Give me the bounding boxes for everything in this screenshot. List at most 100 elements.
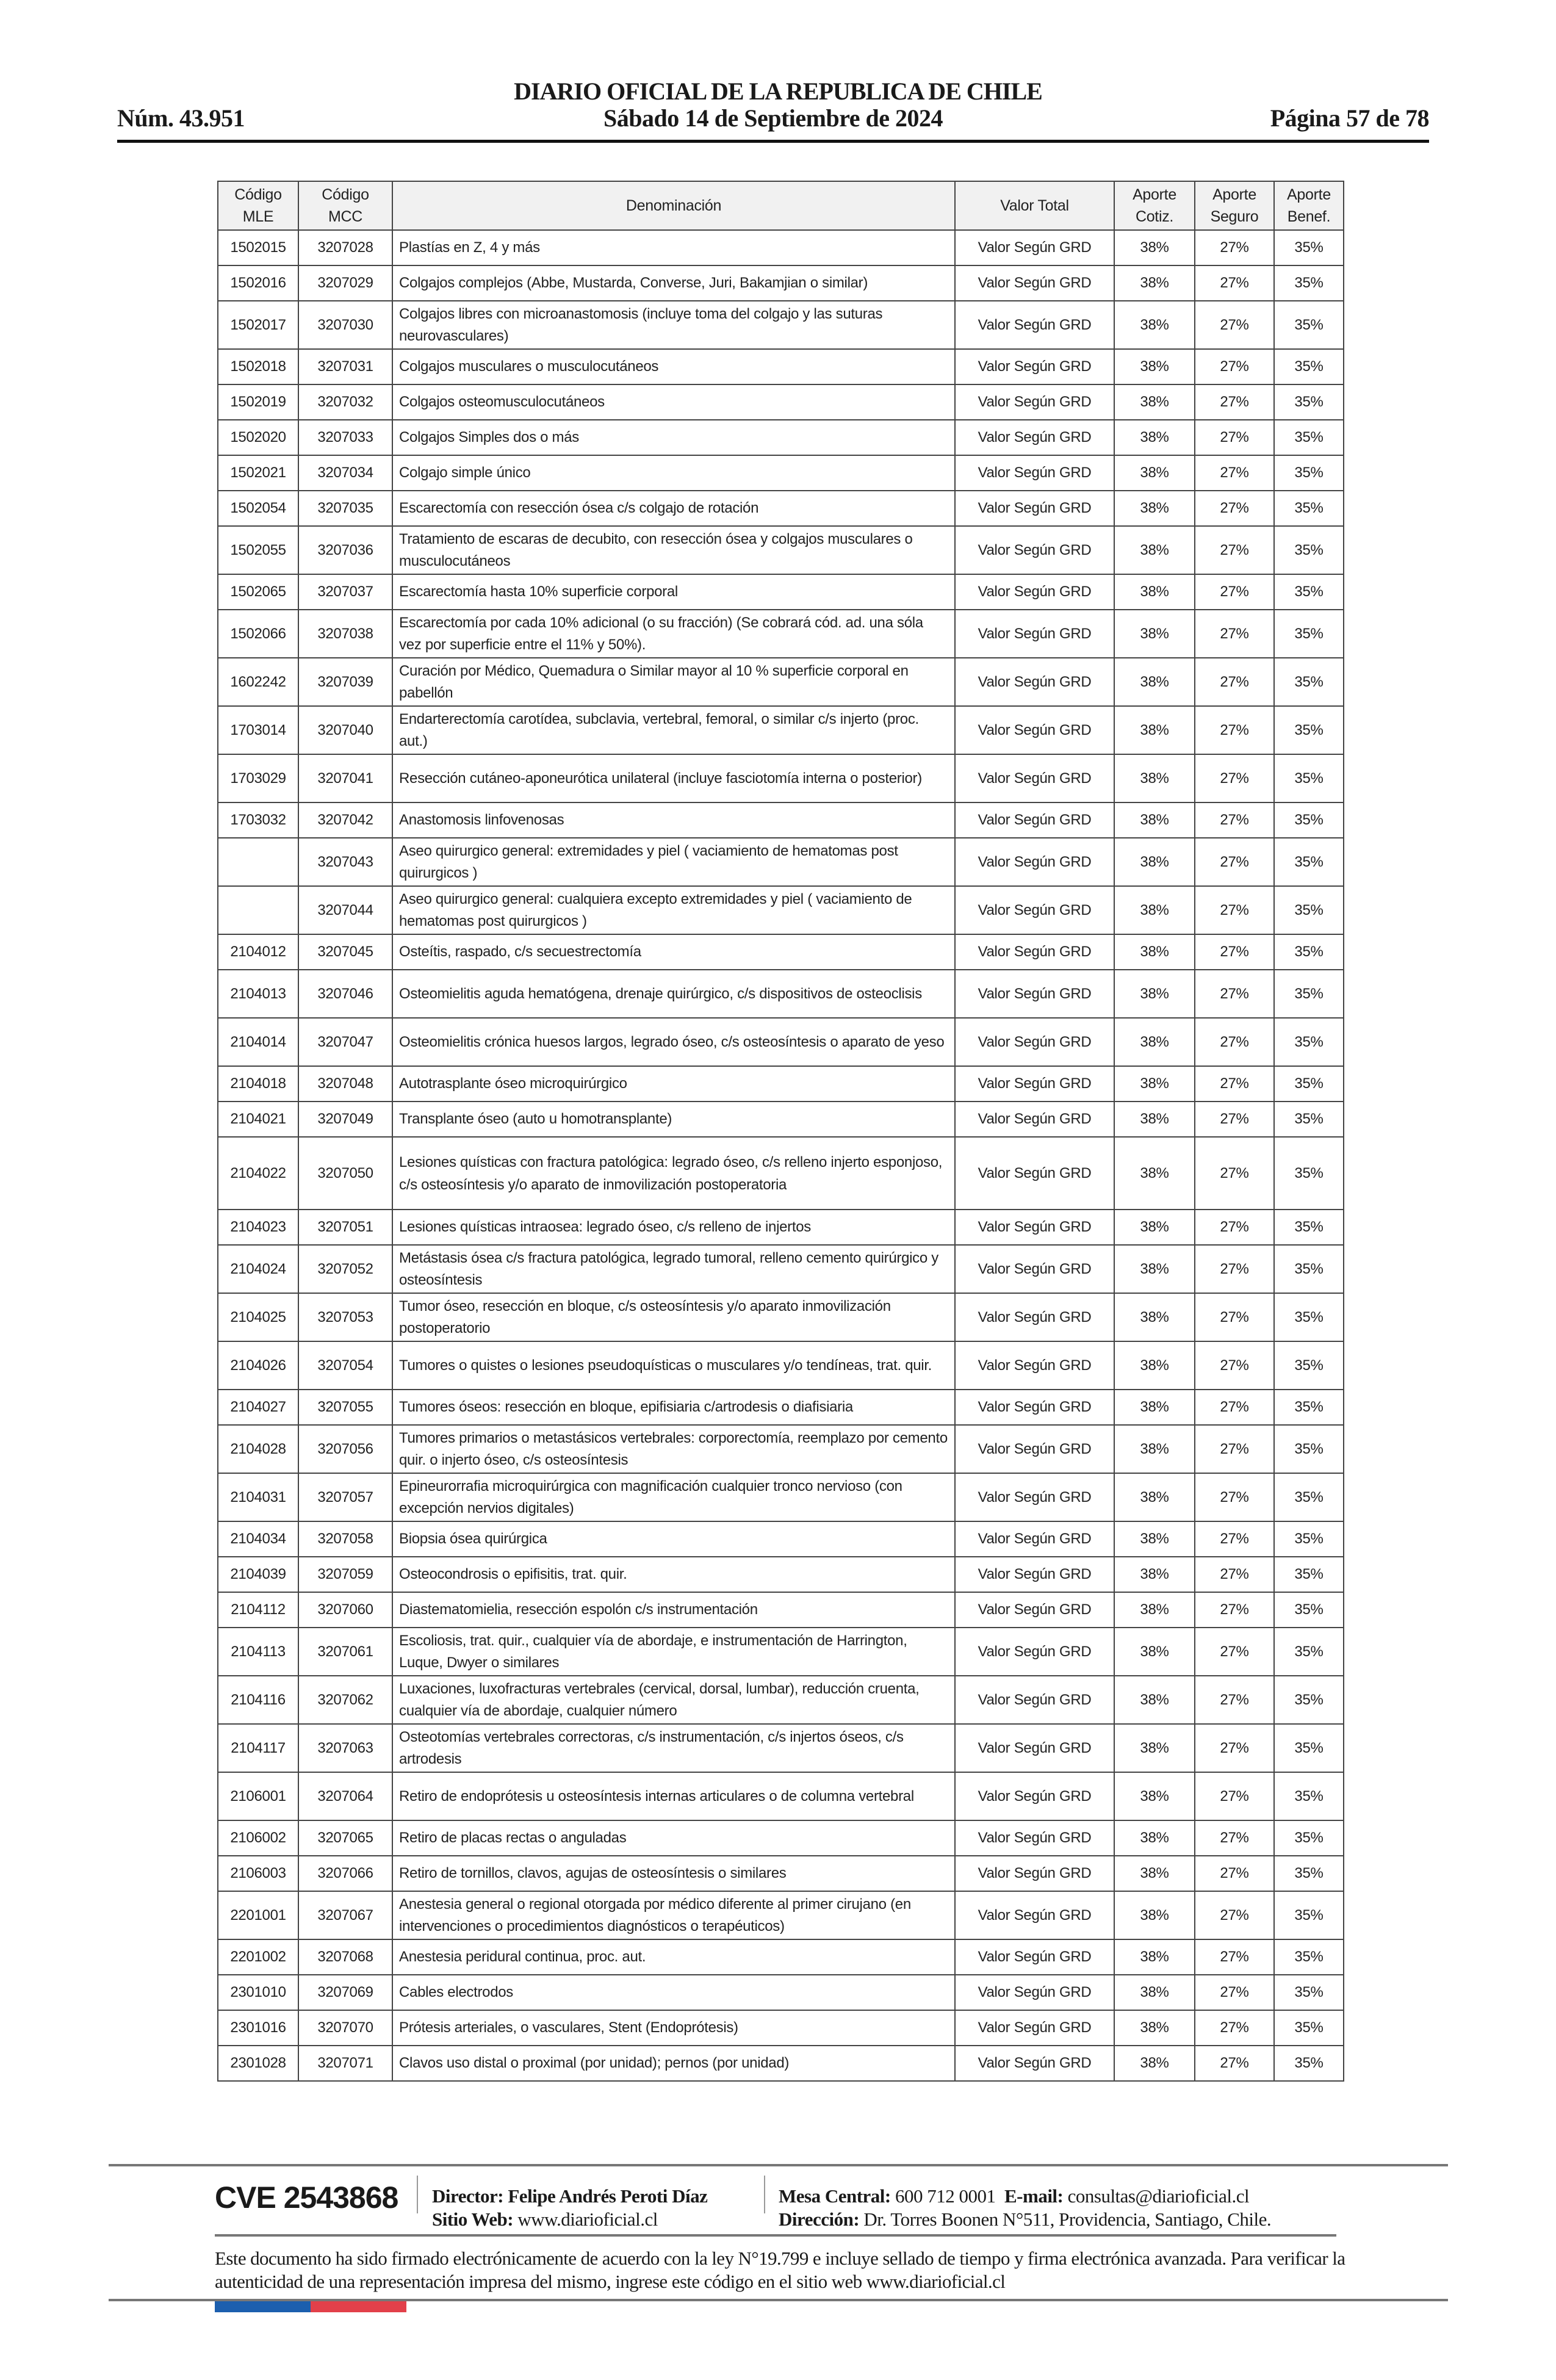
cell-denominacion: Retiro de endoprótesis u osteosíntesis i… <box>392 1772 956 1821</box>
cell-valor-total: Valor Según GRD <box>954 885 1115 935</box>
cell-valor-total: Valor Según GRD <box>954 490 1115 527</box>
cell-codigo-mle: 2301028 <box>217 2045 299 2082</box>
table-row: 2104113 3207061 Escoliosis, trat. quir., c… <box>217 1627 1344 1676</box>
table-row: 1502017 3207030 Colgajos libres con microa… <box>217 300 1344 350</box>
cell-codigo-mle: 1502015 <box>217 229 299 266</box>
cell-codigo-mle: 1502018 <box>217 348 299 385</box>
cell-codigo-mle: 2201001 <box>217 1891 299 1940</box>
cell-aporte-seguro: 27% <box>1194 1389 1275 1426</box>
cell-aporte-seguro: 27% <box>1194 1627 1275 1676</box>
cell-valor-total: Valor Según GRD <box>954 1521 1115 1557</box>
cell-valor-total: Valor Según GRD <box>954 1556 1115 1593</box>
cell-codigo-mcc: 3207037 <box>298 574 393 610</box>
cell-valor-total: Valor Según GRD <box>954 969 1115 1019</box>
cell-aporte-seguro: 27% <box>1194 1939 1275 1975</box>
flag-stripe-red <box>311 2301 406 2312</box>
cell-denominacion: Metástasis ósea c/s fractura patológica,… <box>392 1244 956 1294</box>
cell-aporte-cotiz: 38% <box>1114 1939 1195 1975</box>
cell-aporte-cotiz: 38% <box>1114 490 1195 527</box>
cell-valor-total: Valor Según GRD <box>954 1209 1115 1246</box>
email-link[interactable]: consultas@diarioficial.cl <box>1067 2185 1250 2207</box>
cell-denominacion: Colgajos complejos (Abbe, Mustarda, Conv… <box>392 265 956 301</box>
cell-aporte-cotiz: 38% <box>1114 1675 1195 1725</box>
cell-codigo-mcc: 3207062 <box>298 1675 393 1725</box>
cve-code: CVE 2543868 <box>215 2180 398 2215</box>
cell-codigo-mcc: 3207046 <box>298 969 393 1019</box>
cell-denominacion: Anestesia peridural continua, proc. aut. <box>392 1939 956 1975</box>
cell-codigo-mcc: 3207063 <box>298 1723 393 1773</box>
cell-codigo-mcc: 3207050 <box>298 1136 393 1210</box>
cell-aporte-cotiz: 38% <box>1114 885 1195 935</box>
table-row: 1502020 3207033 Colgajos Simples dos o más… <box>217 419 1344 456</box>
cell-denominacion: Escarectomía hasta 10% superficie corpor… <box>392 574 956 610</box>
cell-codigo-mle: 2104034 <box>217 1521 299 1557</box>
table-row: 2104024 3207052 Metástasis ósea c/s fractu… <box>217 1244 1344 1294</box>
cell-denominacion: Osteomielitis crónica huesos largos, leg… <box>392 1017 956 1067</box>
cell-aporte-cotiz: 38% <box>1114 2010 1195 2046</box>
cell-valor-total: Valor Según GRD <box>954 657 1115 707</box>
cell-aporte-benef: 35% <box>1273 1592 1344 1628</box>
cell-aporte-seguro: 27% <box>1194 657 1275 707</box>
cell-aporte-seguro: 27% <box>1194 1424 1275 1474</box>
site-link[interactable]: www.diarioficial.cl <box>517 2209 658 2230</box>
cell-denominacion: Diastematomielia, resección espolón c/s … <box>392 1592 956 1628</box>
cell-codigo-mcc: 3207041 <box>298 754 393 803</box>
cell-aporte-seguro: 27% <box>1194 1556 1275 1593</box>
cell-aporte-cotiz: 38% <box>1114 1209 1195 1246</box>
cell-aporte-seguro: 27% <box>1194 348 1275 385</box>
table-row: 2104022 3207050 Lesiones quísticas con fra… <box>217 1136 1344 1210</box>
cell-codigo-mle: 1502066 <box>217 609 299 658</box>
cell-aporte-cotiz: 38% <box>1114 1723 1195 1773</box>
cell-valor-total: Valor Según GRD <box>954 837 1115 887</box>
cell-codigo-mcc: 3207040 <box>298 705 393 755</box>
cell-codigo-mle: 2104025 <box>217 1293 299 1342</box>
table-row: 3207043 Aseo quirurgico general: extremid… <box>217 837 1344 887</box>
cell-aporte-benef: 35% <box>1273 754 1344 803</box>
cell-codigo-mle: 1502055 <box>217 525 299 575</box>
cell-valor-total: Valor Según GRD <box>954 1424 1115 1474</box>
header-bar: Sábado 14 de Septiembre de 2024 Núm. 43.… <box>117 104 1430 134</box>
issue-date: Sábado 14 de Septiembre de 2024 <box>603 104 943 132</box>
cell-denominacion: Tratamiento de escaras de decubito, con … <box>392 525 956 575</box>
cell-aporte-seguro: 27% <box>1194 609 1275 658</box>
cell-aporte-seguro: 27% <box>1194 1473 1275 1522</box>
footer-divider <box>764 2176 765 2213</box>
cell-aporte-benef: 35% <box>1273 1424 1344 1474</box>
cell-aporte-benef: 35% <box>1273 384 1344 420</box>
cell-denominacion: Tumores o quistes o lesiones pseudoquíst… <box>392 1341 956 1390</box>
cell-aporte-seguro: 27% <box>1194 2045 1275 2082</box>
cell-valor-total: Valor Según GRD <box>954 455 1115 491</box>
cell-aporte-seguro: 27% <box>1194 802 1275 838</box>
cell-aporte-seguro: 27% <box>1194 300 1275 350</box>
cell-valor-total: Valor Según GRD <box>954 1136 1115 1210</box>
cell-codigo-mcc: 3207055 <box>298 1389 393 1426</box>
cell-valor-total: Valor Según GRD <box>954 1341 1115 1390</box>
cell-aporte-benef: 35% <box>1273 1939 1344 1975</box>
cell-denominacion: Retiro de tornillos, clavos, agujas de o… <box>392 1855 956 1892</box>
cell-aporte-cotiz: 38% <box>1114 348 1195 385</box>
cell-aporte-benef: 35% <box>1273 837 1344 887</box>
cell-aporte-seguro: 27% <box>1194 1675 1275 1725</box>
cell-aporte-cotiz: 38% <box>1114 229 1195 266</box>
cell-aporte-benef: 35% <box>1273 419 1344 456</box>
cell-denominacion: Colgajos osteomusculocutáneos <box>392 384 956 420</box>
cell-codigo-mcc: 3207039 <box>298 657 393 707</box>
cell-codigo-mcc: 3207048 <box>298 1066 393 1102</box>
table-row: 2106001 3207064 Retiro de endoprótesis u o… <box>217 1772 1344 1821</box>
cell-codigo-mcc: 3207032 <box>298 384 393 420</box>
cell-codigo-mcc: 3207035 <box>298 490 393 527</box>
cell-aporte-seguro: 27% <box>1194 1244 1275 1294</box>
cell-denominacion: Tumores primarios o metastásicos vertebr… <box>392 1424 956 1474</box>
cell-aporte-benef: 35% <box>1273 525 1344 575</box>
cell-denominacion: Anestesia general o regional otorgada po… <box>392 1891 956 1940</box>
cell-denominacion: Tumores óseos: resección en bloque, epif… <box>392 1389 956 1426</box>
column-header-valor-total: Valor Total <box>954 181 1115 231</box>
cell-valor-total: Valor Según GRD <box>954 1244 1115 1294</box>
cell-denominacion: Clavos uso distal o proximal (por unidad… <box>392 2045 956 2082</box>
cell-aporte-benef: 35% <box>1273 2045 1344 2082</box>
cell-valor-total: Valor Según GRD <box>954 265 1115 301</box>
table-row: 1703032 3207042 Anastomosis linfovenosas Va… <box>217 802 1344 838</box>
cell-aporte-benef: 35% <box>1273 265 1344 301</box>
cell-aporte-benef: 35% <box>1273 1556 1344 1593</box>
phone-label: Mesa Central: <box>779 2185 891 2207</box>
